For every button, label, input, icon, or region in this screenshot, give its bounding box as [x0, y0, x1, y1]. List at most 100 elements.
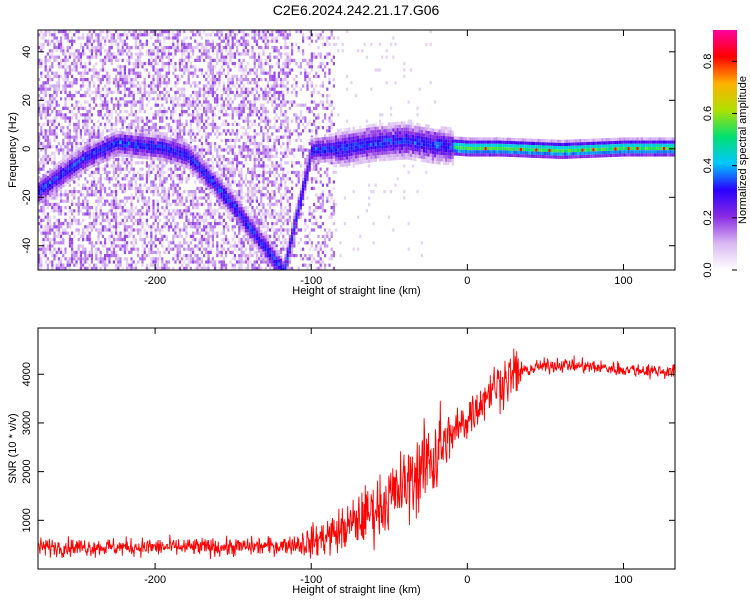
spectrogram-cell: [64, 154, 67, 158]
spectrogram-cell: [143, 241, 146, 245]
spectrogram-cell: [110, 130, 113, 134]
spectrogram-cell: [66, 142, 69, 146]
spectrogram-cell: [66, 199, 69, 203]
spectrogram-cell: [231, 116, 234, 120]
spectrogram-cell: [112, 250, 115, 254]
spectrogram-cell: [209, 186, 212, 190]
spectrogram-cell: [220, 215, 223, 219]
spectrogram-cell: [231, 188, 234, 192]
spectrogram-cell: [121, 140, 124, 145]
spectrogram-cell: [90, 257, 93, 261]
spectrogram-cell: [247, 42, 250, 46]
spectrogram-cell: [143, 143, 146, 147]
spectrogram-cell: [229, 205, 232, 209]
spectrogram-cell: [73, 65, 76, 69]
spectrogram-cell: [128, 62, 131, 66]
spectrogram-cell: [110, 225, 113, 229]
spectrogram-cell: [225, 250, 228, 254]
spectrogram-cell: [218, 132, 221, 136]
spectrogram-cell: [196, 42, 199, 46]
spectrogram-cell: [207, 183, 210, 188]
spectrogram-cell: [209, 71, 212, 75]
spectrogram-cell: [46, 110, 49, 114]
spectrogram-cell: [154, 260, 157, 264]
spectrogram-cell: [231, 238, 234, 242]
spectrogram-cell: [238, 225, 241, 229]
spectrogram-cell: [132, 228, 135, 232]
spectrogram-cell: [130, 148, 133, 152]
spectrogram-cell: [139, 145, 142, 150]
spectrogram-cell: [86, 78, 89, 82]
spectrogram-cell: [73, 186, 76, 190]
spectrogram-cell: [161, 170, 164, 174]
spectrogram-cell: [233, 151, 236, 155]
spectrogram-cell: [134, 241, 137, 245]
spectrogram-cell: [106, 100, 109, 104]
spectrogram-cell: [141, 42, 144, 46]
spectrogram-cell: [68, 153, 71, 157]
spectrogram-cell: [55, 218, 58, 222]
spectrogram-cell: [68, 90, 71, 94]
spectrogram-cell: [178, 247, 181, 251]
spectrogram-cell: [57, 87, 60, 91]
spectrogram-cell: [233, 154, 236, 158]
spectrogram-cell: [150, 36, 153, 40]
spectrogram-cell: [95, 71, 98, 75]
spectrogram-cell: [238, 266, 241, 270]
spectrogram-cell: [86, 100, 89, 104]
spectrogram-cell: [132, 244, 135, 248]
spectrogram-cell: [71, 148, 74, 152]
spectrogram-cell: [93, 100, 96, 104]
spectrogram-cell: [211, 154, 214, 158]
spectrogram-cell: [145, 49, 148, 53]
spectrogram-cell: [183, 266, 186, 270]
spectrogram-cell: [130, 199, 133, 203]
spectrogram-cell: [194, 238, 197, 242]
spectrogram-cell: [214, 225, 217, 229]
spectrogram-cell: [106, 161, 109, 165]
spectrogram-cell: [185, 206, 188, 210]
spectrogram-cell: [183, 138, 186, 142]
spectrogram-cell: [196, 90, 199, 94]
spectrogram-cell: [203, 218, 206, 222]
spectrogram-cell: [117, 119, 120, 123]
spectrogram-cell: [216, 94, 219, 98]
spectrogram-cell: [40, 65, 43, 69]
spectrogram-cell: [211, 94, 214, 98]
spectrogram-cell: [220, 58, 223, 62]
spectrogram-cell: [218, 74, 221, 78]
spectrogram-cell: [97, 74, 100, 78]
spectrogram-cell: [154, 153, 157, 158]
spectrogram-cell: [93, 154, 96, 158]
spectrogram-cell: [227, 167, 230, 171]
spectrogram-cell: [154, 90, 157, 94]
spectrogram-cell: [49, 241, 52, 245]
spectrogram-cell: [150, 153, 153, 157]
spectrogram-cell: [60, 206, 63, 210]
spectrogram-cell: [132, 30, 135, 34]
spectrogram-cell: [240, 238, 243, 242]
spectrogram-cell: [93, 170, 96, 174]
spectrogram-cell: [121, 153, 124, 157]
spectrogram-cell: [231, 36, 234, 40]
spectrogram-cell: [60, 30, 63, 34]
spectrogram-cell: [46, 58, 49, 62]
spectrogram-cell: [126, 241, 129, 245]
spectrogram-cell: [75, 81, 78, 85]
spectrogram-cell: [71, 218, 74, 222]
spectrogram-cell: [128, 180, 131, 184]
spectrogram-cell: [216, 33, 219, 37]
spectrogram-cell: [227, 65, 230, 69]
spectrogram-cell: [247, 209, 250, 214]
spectrogram-cell: [49, 103, 52, 107]
spectrogram-cell: [156, 164, 159, 168]
spectrogram-cell: [161, 52, 164, 56]
spectrogram-cell: [167, 218, 170, 222]
spectrogram-cell: [104, 103, 107, 107]
spectrogram-cell: [216, 209, 219, 213]
spectrogram-cell: [93, 263, 96, 267]
spectrogram-cell: [73, 234, 76, 238]
spectrogram-cell: [117, 167, 120, 171]
spectrogram-cell: [229, 78, 232, 82]
spectrogram-cell: [57, 65, 60, 69]
